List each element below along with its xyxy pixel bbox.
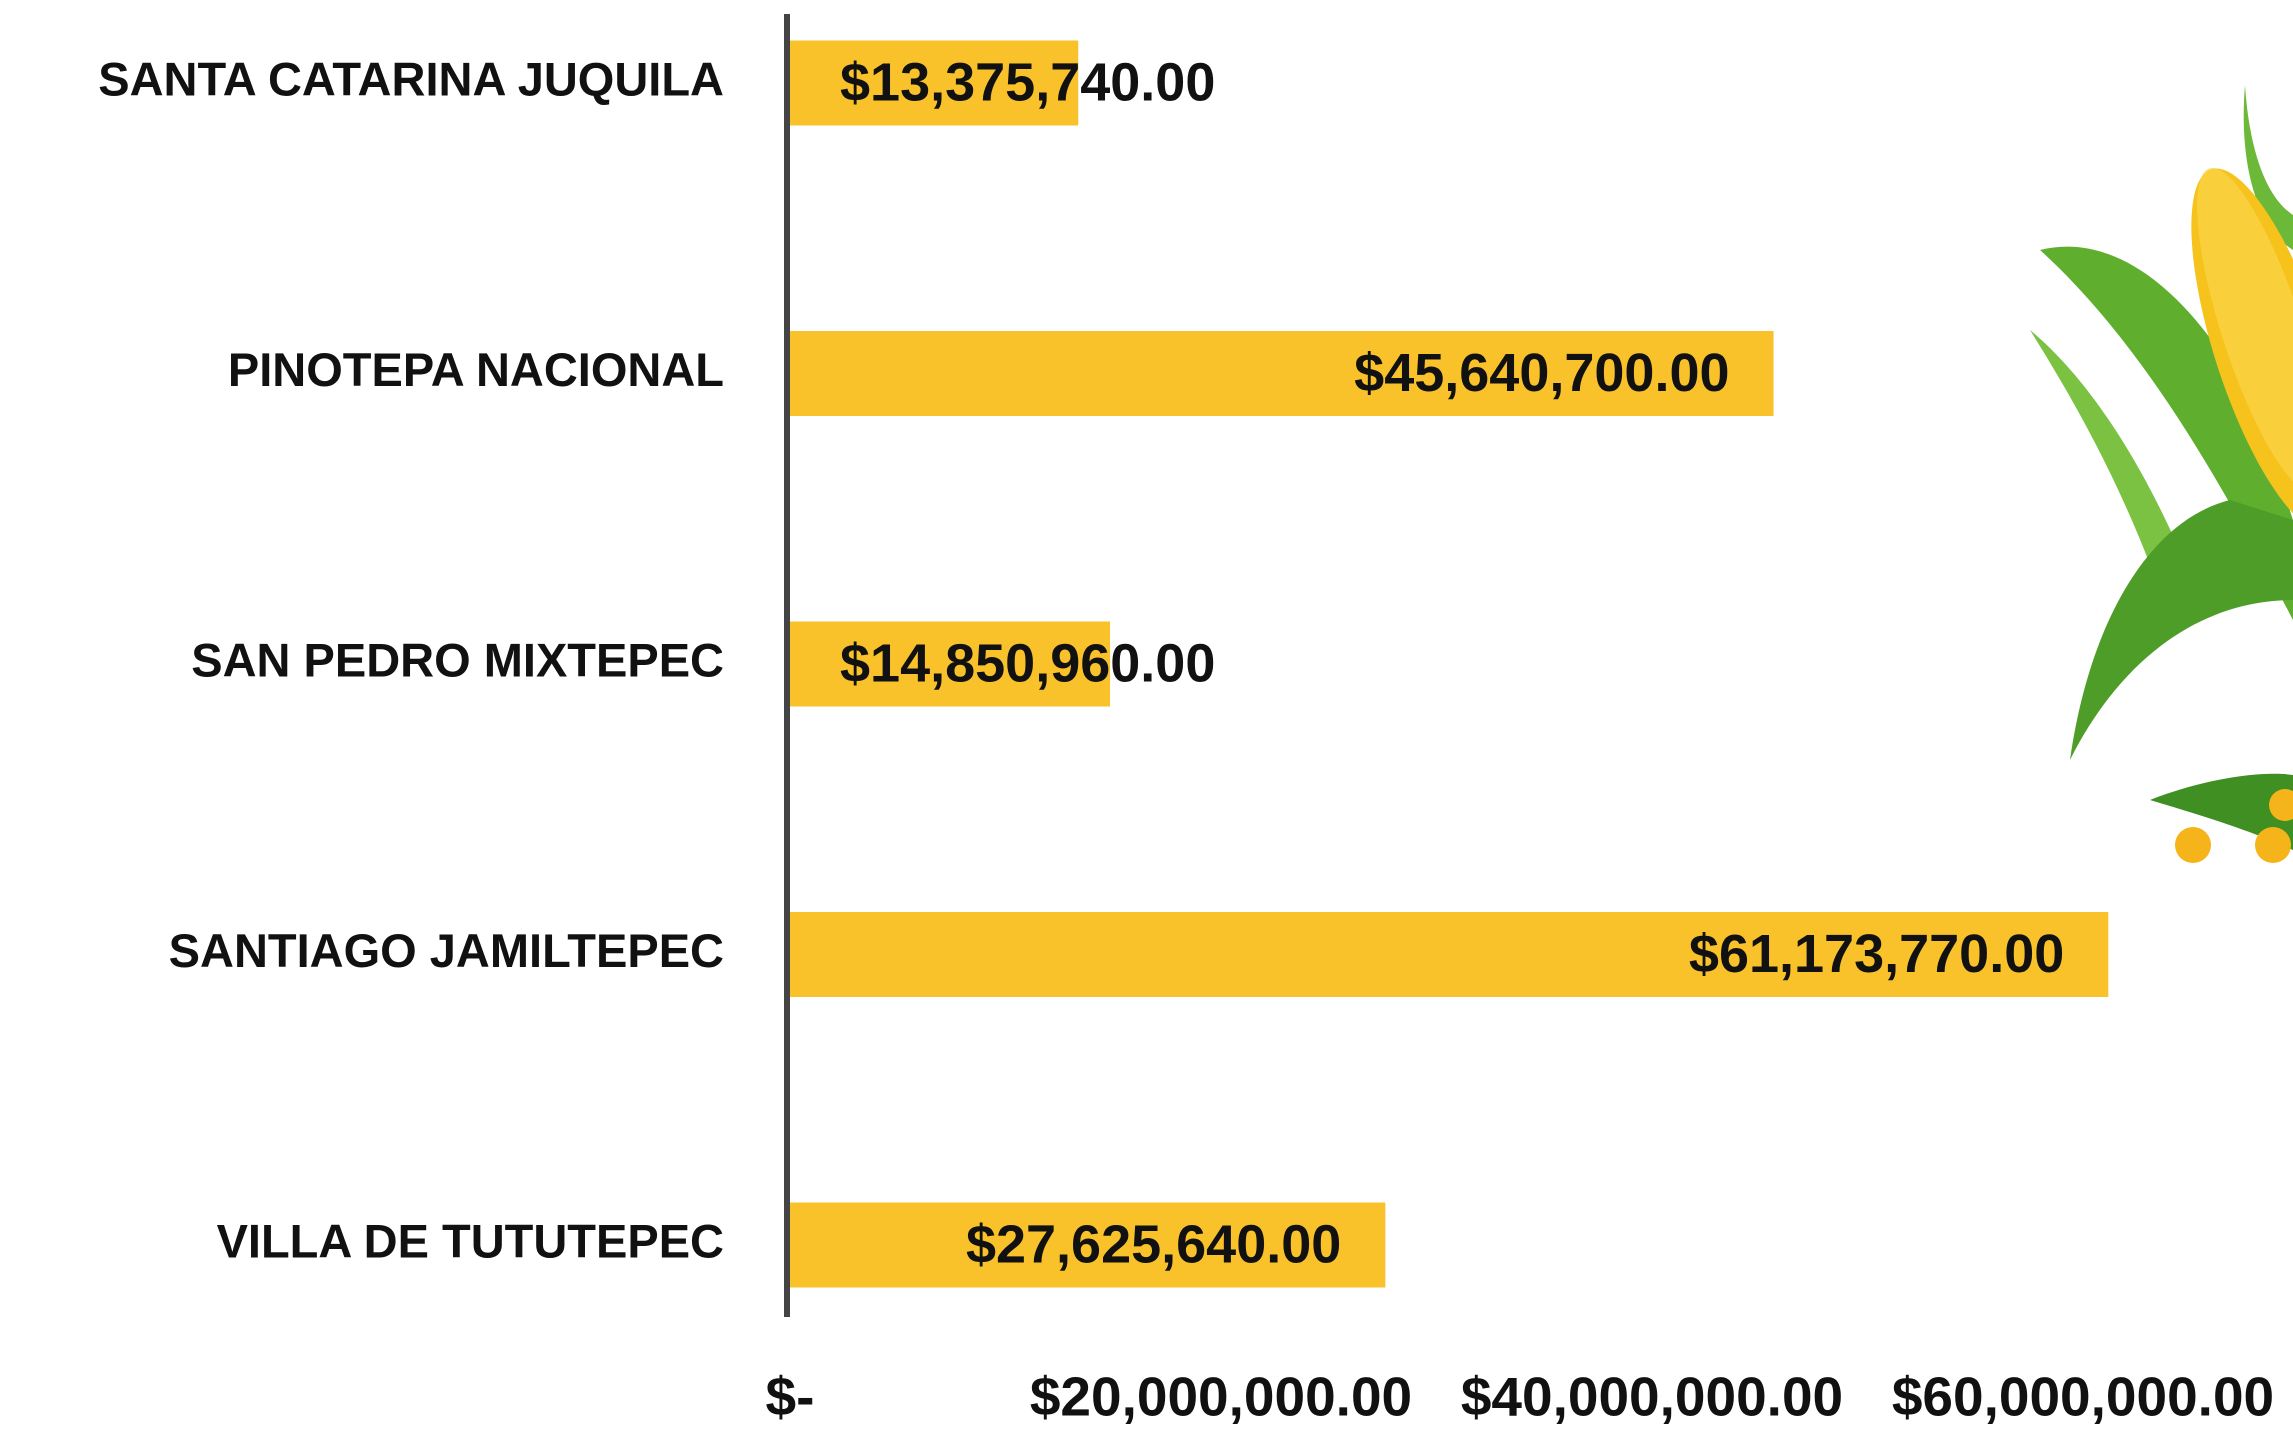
x-tick-label: $- [766,1366,815,1428]
corn-illustration [2030,85,2293,863]
data-label: $27,625,640.00 [966,1214,1341,1274]
data-label: $45,640,700.00 [1354,343,1729,403]
bar [790,40,1079,126]
x-tick-label: $60,000,000.00 [1892,1366,2274,1428]
bar [790,331,1774,416]
y-tick-label: PINOTEPA NACIONAL [228,343,724,396]
bar [790,912,2109,997]
y-tick-label: SANTIAGO JAMILTEPEC [169,924,724,977]
data-label: $61,173,770.00 [1689,924,2064,984]
bar [790,1202,1386,1288]
y-tick-label: SANTA CATARINA JUQUILA [98,52,724,105]
x-tick-label: $40,000,000.00 [1461,1366,1843,1428]
bar [790,621,1111,707]
data-label: $14,850,960.00 [840,633,1215,693]
y-tick-label: VILLA DE TUTUTEPEC [217,1214,724,1267]
y-tick-label: SAN PEDRO MIXTEPEC [191,633,724,686]
data-label: $13,375,740.00 [840,52,1215,112]
x-tick-label: $20,000,000.00 [1030,1366,1412,1428]
